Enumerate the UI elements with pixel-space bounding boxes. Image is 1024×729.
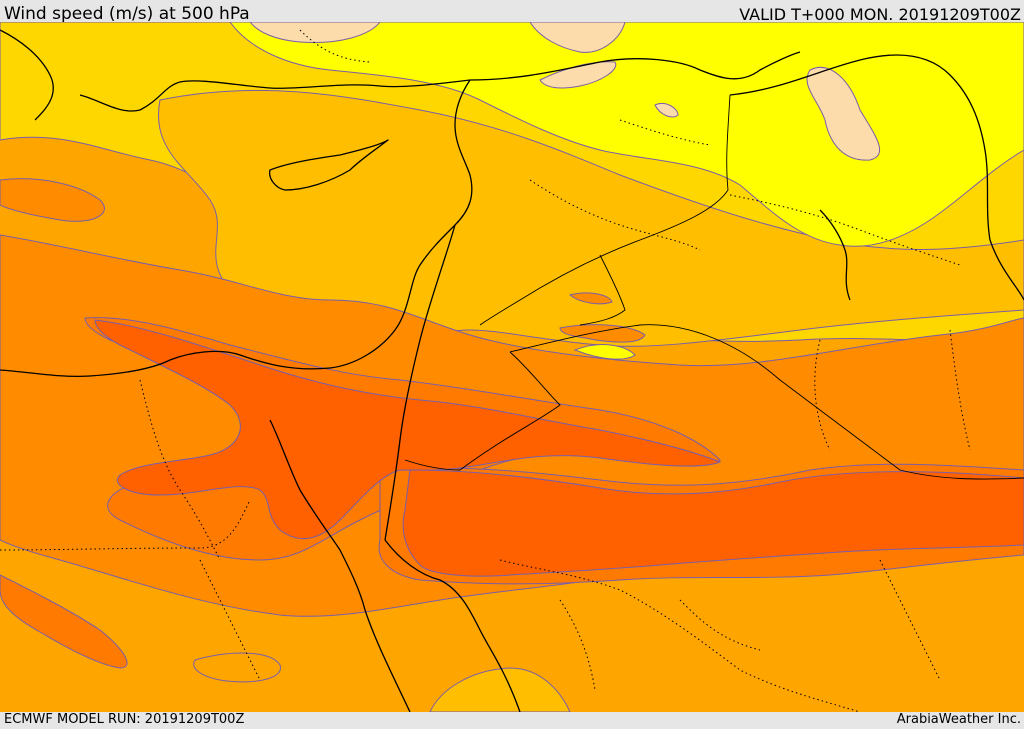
pale-patch-2 bbox=[529, 22, 626, 53]
coastlines bbox=[0, 29, 1024, 712]
valid-time: VALID T+000 MON. 20191209T00Z bbox=[739, 5, 1021, 24]
model-run: ECMWF MODEL RUN: 20191209T00Z bbox=[4, 712, 245, 727]
pocket-1 bbox=[568, 292, 613, 305]
band-red-orange-east bbox=[402, 469, 1024, 577]
band-south-light bbox=[193, 652, 281, 683]
dotted-borders bbox=[0, 29, 971, 712]
band-red-orange bbox=[94, 319, 722, 540]
country-borders bbox=[404, 94, 1024, 480]
credit: ArabiaWeather Inc. bbox=[896, 712, 1021, 727]
band-orange bbox=[0, 178, 105, 222]
pocket-3 bbox=[573, 344, 636, 360]
pale-patch-4 bbox=[806, 66, 881, 161]
pale-patch-5 bbox=[654, 102, 679, 118]
wind-speed-map bbox=[0, 22, 1024, 712]
band-orange-sw bbox=[0, 574, 128, 669]
band-south-amber bbox=[429, 667, 571, 712]
pocket-2 bbox=[559, 324, 646, 343]
map-title: Wind speed (m/s) at 500 hPa bbox=[4, 4, 250, 24]
pale-patch-1 bbox=[249, 22, 381, 44]
